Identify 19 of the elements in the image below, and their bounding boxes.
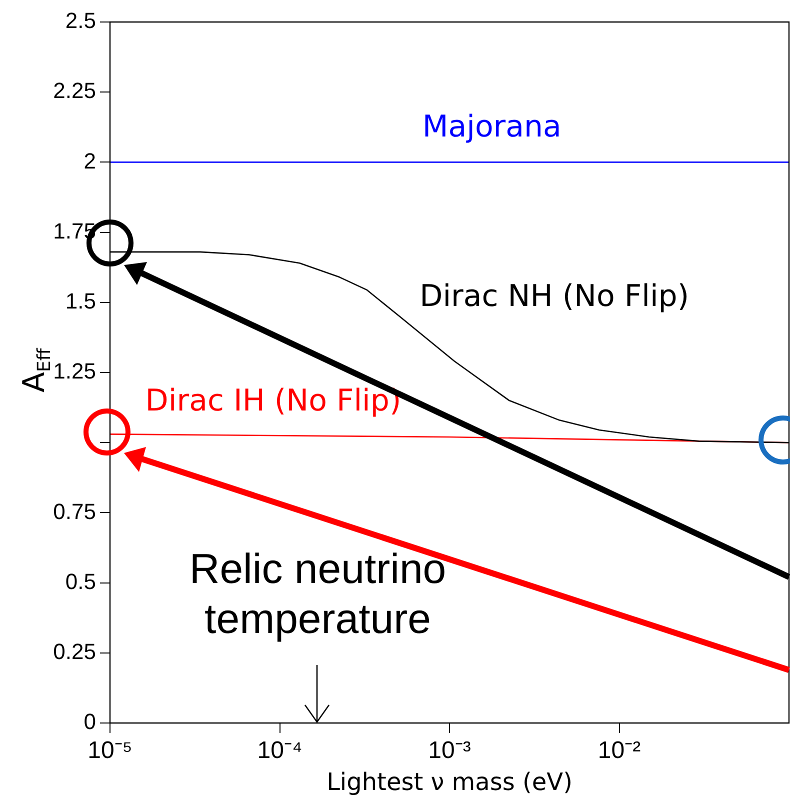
annotation: Relic neutrino temperature xyxy=(189,545,446,642)
y-tick-label: 0 xyxy=(84,709,96,734)
y-tick-label: 0.75 xyxy=(53,498,96,524)
y-tick-label: 0.5 xyxy=(65,568,96,594)
y-tick-label: 2.5 xyxy=(65,8,96,34)
x-tick-label: 10⁻⁴ xyxy=(257,737,302,764)
y-axis-title: AEff xyxy=(17,348,55,392)
x-tick-label: 10⁻⁵ xyxy=(88,737,132,764)
y-tick-label: 0.25 xyxy=(53,638,96,664)
x-axis-title: Lightest ν mass (eV) xyxy=(326,768,572,796)
x-tick-label: 10⁻³ xyxy=(428,737,471,764)
series-label: Majorana xyxy=(422,109,562,144)
y-tick-label: 2.25 xyxy=(53,78,96,104)
y-tick-label: 2 xyxy=(84,148,96,174)
series-label: Dirac IH (No Flip) xyxy=(145,383,402,418)
y-tick-label: 1.5 xyxy=(65,288,96,314)
series-label: Dirac NH (No Flip) xyxy=(420,278,690,314)
y-tick-label: 1.25 xyxy=(53,358,96,384)
x-tick-label: 10⁻² xyxy=(598,737,641,764)
